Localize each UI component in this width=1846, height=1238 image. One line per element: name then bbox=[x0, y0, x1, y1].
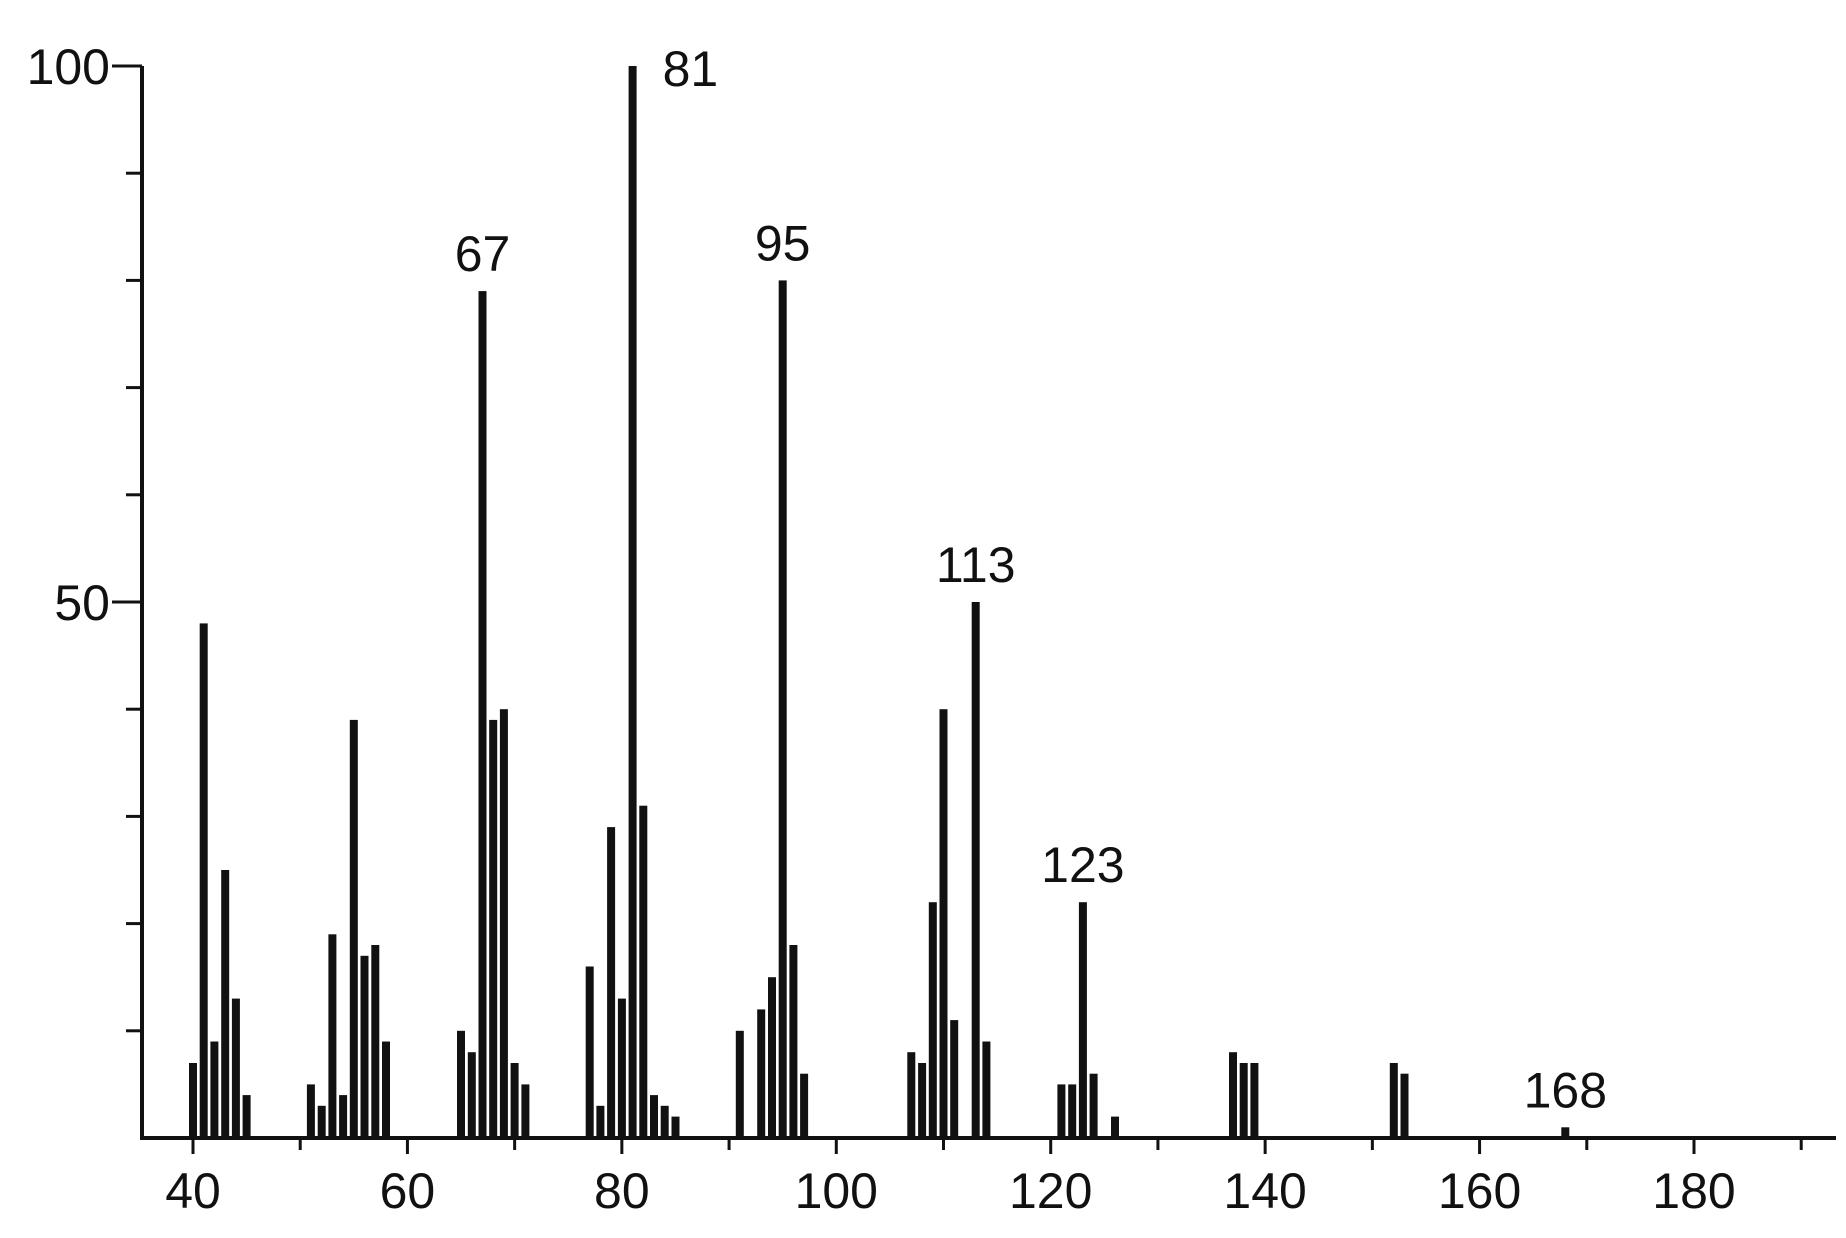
bar-mz-54 bbox=[339, 1095, 348, 1138]
bars-layer bbox=[189, 66, 1570, 1139]
x-tick-label-120: 120 bbox=[1009, 1163, 1092, 1219]
x-tick-label-60: 60 bbox=[380, 1163, 436, 1219]
bar-mz-77 bbox=[585, 966, 594, 1138]
peak-label-95: 95 bbox=[755, 215, 811, 271]
bar-mz-110 bbox=[939, 709, 948, 1138]
x-tick-label-40: 40 bbox=[165, 1163, 221, 1219]
bar-mz-42 bbox=[210, 1041, 219, 1138]
bar-mz-108 bbox=[918, 1063, 927, 1138]
peak-label-81: 81 bbox=[663, 41, 719, 97]
bar-mz-57 bbox=[371, 945, 380, 1138]
bar-mz-55 bbox=[349, 719, 358, 1138]
bar-mz-66 bbox=[467, 1052, 476, 1138]
labels-layer: 50 100 40 60 80 100 120 140 160 180 67 81 95 113 123 16… bbox=[27, 39, 1736, 1219]
peak-label-113: 113 bbox=[936, 537, 1016, 593]
bar-mz-41 bbox=[199, 623, 208, 1138]
bar-mz-45 bbox=[242, 1095, 251, 1138]
bar-mz-137 bbox=[1229, 1052, 1237, 1138]
bar-mz-94 bbox=[768, 977, 776, 1138]
bar-mz-53 bbox=[328, 934, 337, 1138]
bar-mz-68 bbox=[489, 719, 498, 1138]
bar-mz-71 bbox=[521, 1084, 530, 1138]
bar-mz-69 bbox=[499, 709, 508, 1138]
bar-mz-70 bbox=[510, 1063, 519, 1138]
x-tick-label-100: 100 bbox=[795, 1163, 878, 1219]
bar-mz-80 bbox=[617, 998, 626, 1138]
bar-mz-107 bbox=[907, 1052, 916, 1138]
bar-mz-138 bbox=[1239, 1063, 1248, 1138]
peak-label-123: 123 bbox=[1041, 837, 1124, 893]
x-tick-label-180: 180 bbox=[1652, 1163, 1735, 1219]
peak-label-168: 168 bbox=[1524, 1062, 1607, 1118]
bar-mz-84 bbox=[660, 1105, 669, 1138]
bar-mz-139 bbox=[1250, 1063, 1259, 1138]
bar-mz-126 bbox=[1111, 1116, 1119, 1138]
bar-mz-44 bbox=[231, 998, 240, 1138]
bar-mz-121 bbox=[1057, 1084, 1066, 1138]
bar-mz-109 bbox=[928, 902, 937, 1138]
bar-mz-58 bbox=[382, 1041, 390, 1138]
bar-mz-83 bbox=[650, 1095, 658, 1138]
bar-mz-123 bbox=[1078, 902, 1087, 1138]
bar-mz-56 bbox=[360, 955, 369, 1138]
y-tick-label-50: 50 bbox=[54, 575, 110, 631]
x-tick-label-140: 140 bbox=[1223, 1163, 1306, 1219]
bar-mz-78 bbox=[596, 1105, 605, 1138]
bar-mz-51 bbox=[306, 1084, 315, 1138]
bar-mz-96 bbox=[789, 945, 798, 1138]
bar-mz-124 bbox=[1089, 1073, 1098, 1138]
x-tick-label-80: 80 bbox=[594, 1163, 650, 1219]
bar-mz-82 bbox=[639, 805, 648, 1138]
bar-mz-91 bbox=[735, 1030, 744, 1138]
bar-mz-111 bbox=[950, 1020, 959, 1138]
bar-mz-40 bbox=[189, 1063, 197, 1138]
bar-mz-153 bbox=[1400, 1073, 1409, 1138]
bar-mz-122 bbox=[1068, 1084, 1077, 1138]
bar-mz-52 bbox=[317, 1105, 326, 1138]
bar-mz-114 bbox=[982, 1041, 991, 1138]
bar-mz-65 bbox=[457, 1030, 465, 1138]
bar-mz-95 bbox=[778, 280, 787, 1138]
bar-mz-152 bbox=[1389, 1063, 1398, 1138]
bar-mz-43 bbox=[221, 870, 230, 1138]
bar-mz-85 bbox=[671, 1116, 680, 1138]
bar-mz-67 bbox=[478, 291, 487, 1139]
bar-mz-97 bbox=[800, 1073, 809, 1138]
bar-mz-168 bbox=[1561, 1127, 1570, 1138]
ticks-layer bbox=[112, 64, 1803, 1154]
y-tick-label-100: 100 bbox=[27, 39, 110, 95]
bar-mz-81 bbox=[628, 66, 637, 1138]
bar-mz-93 bbox=[757, 1009, 766, 1138]
axes-layer bbox=[140, 66, 1836, 1140]
bar-mz-79 bbox=[607, 827, 616, 1138]
bar-mz-113 bbox=[971, 602, 980, 1138]
x-tick-label-160: 160 bbox=[1438, 1163, 1521, 1219]
peak-label-67: 67 bbox=[455, 226, 511, 282]
